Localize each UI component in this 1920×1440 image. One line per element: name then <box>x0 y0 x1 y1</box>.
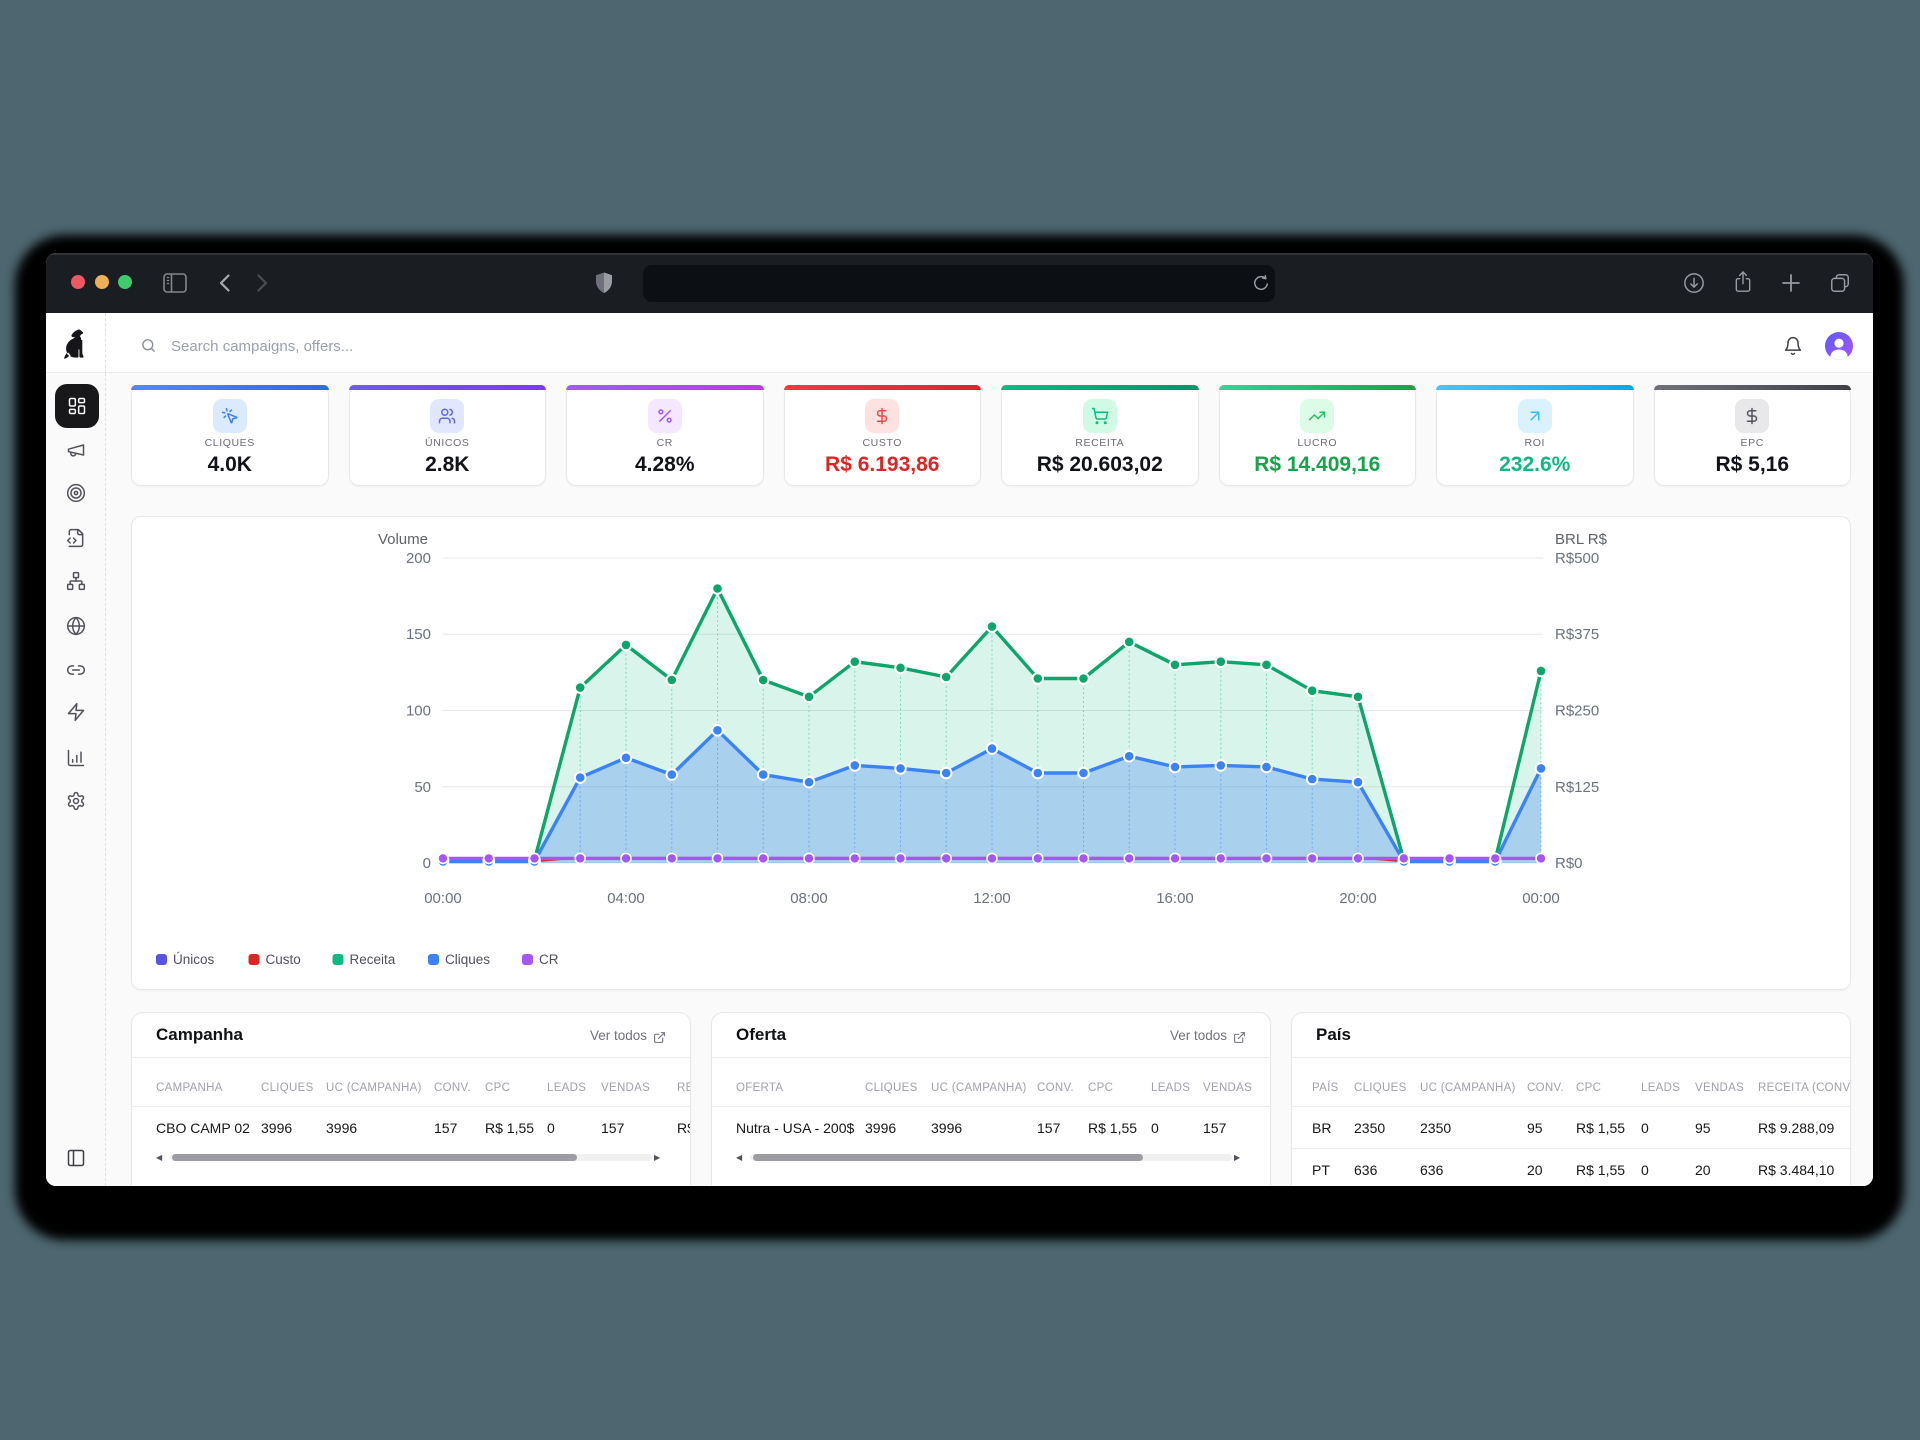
svg-text:12:00: 12:00 <box>973 890 1011 907</box>
svg-text:04:00: 04:00 <box>607 890 645 907</box>
svg-text:Volume: Volume <box>378 531 428 548</box>
svg-text:R$500: R$500 <box>1555 550 1599 567</box>
svg-text:20:00: 20:00 <box>1339 890 1377 907</box>
svg-text:CR: CR <box>539 952 559 967</box>
svg-text:200: 200 <box>406 550 431 567</box>
svg-text:R$125: R$125 <box>1555 779 1599 796</box>
svg-text:BRL R$: BRL R$ <box>1555 531 1608 548</box>
svg-text:Receita: Receita <box>350 952 396 967</box>
svg-text:100: 100 <box>406 703 431 720</box>
svg-text:R$0: R$0 <box>1555 855 1583 872</box>
svg-text:Custo: Custo <box>266 952 301 967</box>
svg-text:0: 0 <box>423 855 431 872</box>
svg-text:150: 150 <box>406 626 431 643</box>
svg-text:00:00: 00:00 <box>1522 890 1560 907</box>
svg-text:08:00: 08:00 <box>790 890 828 907</box>
svg-text:Únicos: Únicos <box>173 952 215 967</box>
svg-text:Cliques: Cliques <box>445 952 490 967</box>
svg-text:50: 50 <box>414 779 431 796</box>
svg-text:16:00: 16:00 <box>1156 890 1194 907</box>
svg-text:R$375: R$375 <box>1555 626 1599 643</box>
svg-text:00:00: 00:00 <box>424 890 462 907</box>
svg-text:R$250: R$250 <box>1555 703 1599 720</box>
